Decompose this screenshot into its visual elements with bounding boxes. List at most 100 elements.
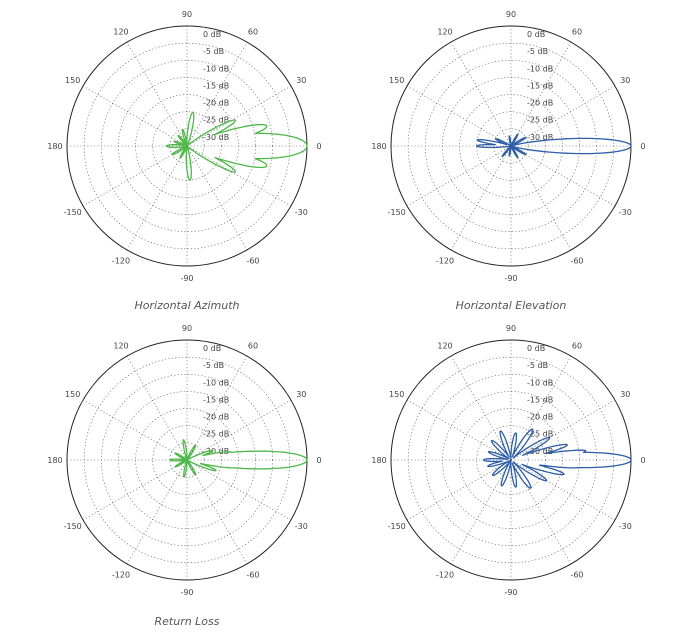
- grid-spoke: [510, 459, 616, 521]
- radial-label: -25 dB: [527, 430, 553, 439]
- caption-horizontal-elevation: Horizontal Elevation: [455, 299, 567, 312]
- grid-spoke: [510, 41, 572, 147]
- angle-label: 90: [182, 10, 192, 19]
- grid-spoke: [406, 399, 512, 461]
- radial-label: -20 dB: [527, 413, 553, 422]
- angle-label: -30: [619, 522, 632, 531]
- angle-label: 60: [248, 28, 258, 37]
- grid-spoke: [450, 355, 512, 461]
- angle-label: 150: [65, 76, 80, 85]
- caption-return-loss: Return Loss: [154, 615, 220, 628]
- grid-spoke: [82, 85, 188, 147]
- caption-horizontal-azimuth: Horizontal Azimuth: [134, 299, 240, 312]
- radial-label: -25 dB: [527, 116, 553, 125]
- radial-label: -10 dB: [527, 378, 553, 387]
- grid-spoke: [450, 41, 512, 147]
- grid-spoke: [510, 145, 616, 207]
- angle-label: 30: [296, 390, 306, 399]
- angle-label: 30: [620, 390, 630, 399]
- angle-label: -30: [619, 208, 632, 217]
- angle-label: -30: [295, 522, 308, 531]
- angle-label: 0: [640, 142, 645, 151]
- angle-label: -150: [64, 208, 82, 217]
- angle-label: 180: [47, 142, 62, 151]
- radial-label: 0 dB: [203, 344, 221, 353]
- angle-label: 120: [437, 28, 452, 37]
- angle-label: -120: [436, 570, 454, 579]
- angle-label: 0: [640, 456, 645, 465]
- radial-label: -5 dB: [203, 47, 224, 56]
- pattern-trace: [482, 428, 632, 489]
- grid-spoke: [126, 41, 188, 147]
- radial-label: -5 dB: [527, 361, 548, 370]
- radial-label: -15 dB: [527, 395, 553, 404]
- grid-spoke: [186, 41, 248, 147]
- polar-chart: 0 30 60 90 120 150 180 -150 -120 -90 -60 -30 0 dB -5 …: [371, 10, 645, 283]
- pattern-trace: [476, 133, 632, 159]
- angle-label: 180: [371, 456, 386, 465]
- radial-label: -15 dB: [203, 81, 229, 90]
- angle-label: 90: [506, 324, 516, 333]
- radial-label: 0 dB: [527, 30, 545, 39]
- radial-label: 0 dB: [527, 344, 545, 353]
- angle-label: 150: [389, 390, 404, 399]
- angle-label: -30: [295, 208, 308, 217]
- grid-spoke: [126, 459, 188, 565]
- grid-spoke: [186, 355, 248, 461]
- radial-label: -15 dB: [203, 395, 229, 404]
- angle-label: -90: [504, 588, 517, 597]
- pattern-trace: [165, 111, 308, 181]
- angle-label: -150: [388, 522, 406, 531]
- angle-label: -120: [112, 256, 130, 265]
- radial-label: -10 dB: [203, 378, 229, 387]
- grid-spoke: [510, 145, 572, 251]
- angle-label: -90: [504, 274, 517, 283]
- radial-label: -10 dB: [527, 64, 553, 73]
- grid-spoke: [450, 459, 512, 565]
- angle-label: -60: [570, 256, 583, 265]
- angle-label: -120: [436, 256, 454, 265]
- radial-label: 0 dB: [203, 30, 221, 39]
- angle-label: 180: [371, 142, 386, 151]
- angle-label: -60: [570, 570, 583, 579]
- radial-label: -20 dB: [203, 99, 229, 108]
- radial-label: -20 dB: [203, 413, 229, 422]
- radial-label: -25 dB: [203, 116, 229, 125]
- angle-label: 60: [572, 28, 582, 37]
- angle-label: 0: [316, 142, 321, 151]
- angle-label: 120: [113, 342, 128, 351]
- radial-label: -30 dB: [203, 133, 229, 142]
- angle-label: 120: [437, 342, 452, 351]
- angle-label: -150: [64, 522, 82, 531]
- grid-spoke: [82, 399, 188, 461]
- radial-label: -30 dB: [527, 133, 553, 142]
- angle-label: 150: [65, 390, 80, 399]
- angle-label: 60: [248, 342, 258, 351]
- angle-label: 90: [182, 324, 192, 333]
- grid-spoke: [82, 459, 188, 521]
- grid-spoke: [126, 355, 188, 461]
- grid-spoke: [406, 459, 512, 521]
- radial-label: -5 dB: [527, 47, 548, 56]
- radial-label: -15 dB: [527, 81, 553, 90]
- angle-label: 30: [296, 76, 306, 85]
- radial-label: -30 dB: [203, 447, 229, 456]
- angle-label: 30: [620, 76, 630, 85]
- angle-label: -60: [246, 256, 259, 265]
- radial-label: -10 dB: [203, 64, 229, 73]
- angle-label: 60: [572, 342, 582, 351]
- polar-chart: 0 30 60 90 120 150 180 -150 -120 -90 -60 -30 0 dB -5 …: [371, 324, 645, 597]
- grid-spoke: [186, 145, 248, 251]
- polar-chart: 0 30 60 90 120 150 180 -150 -120 -90 -60 -30 0 dB -5 …: [47, 324, 321, 597]
- grid-spoke: [126, 145, 188, 251]
- grid-spoke: [450, 145, 512, 251]
- angle-label: -60: [246, 570, 259, 579]
- radial-label: -5 dB: [203, 361, 224, 370]
- angle-label: 90: [506, 10, 516, 19]
- grid-spoke: [82, 145, 188, 207]
- angle-label: -90: [180, 274, 193, 283]
- angle-label: -90: [180, 588, 193, 597]
- angle-label: -120: [112, 570, 130, 579]
- grid-spoke: [406, 85, 512, 147]
